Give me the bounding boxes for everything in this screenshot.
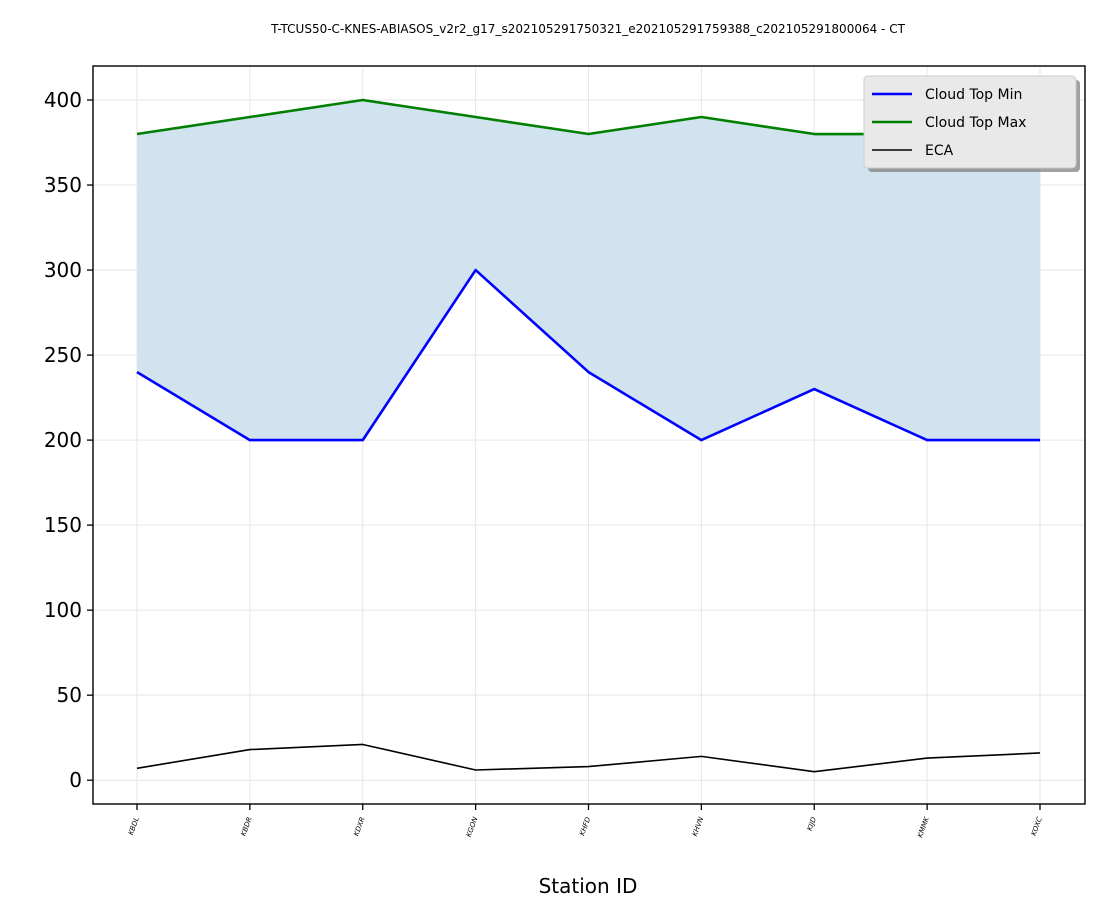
- x-tick-label: KMMK: [916, 815, 931, 839]
- y-tick-label: 350: [44, 173, 82, 197]
- y-tick-label: 150: [44, 513, 82, 537]
- x-axis-label: Station ID: [539, 874, 638, 898]
- chart-title: T-TCUS50-C-KNES-ABIASOS_v2r2_g17_s202105…: [270, 22, 905, 36]
- plot-area: 0 50 100 150 200 250 300 350 400 KBDL KBDR KDXR KGON…: [44, 66, 1085, 839]
- y-tick-label: 200: [44, 428, 82, 452]
- y-tick-label: 300: [44, 258, 82, 282]
- x-tick-label: KOXC: [1030, 816, 1044, 837]
- legend-label-cloud-top-min: Cloud Top Min: [925, 87, 1022, 103]
- x-tick-label: KGON: [465, 815, 480, 838]
- x-tick-label: KDXR: [352, 816, 366, 837]
- x-tick-label: KHFD: [578, 815, 592, 836]
- y-tick-label: 250: [44, 343, 82, 367]
- legend-label-eca: ECA: [925, 143, 954, 159]
- x-tick-label: KHVN: [691, 815, 706, 837]
- y-tick-label: 0: [69, 768, 82, 792]
- y-tick-label: 50: [57, 683, 82, 707]
- y-tick-label: 400: [44, 88, 82, 112]
- x-tick-label: KIJD: [806, 815, 819, 832]
- x-tick-label: KBDL: [127, 816, 141, 836]
- y-tick-label: 100: [44, 598, 82, 622]
- legend-label-cloud-top-max: Cloud Top Max: [925, 115, 1026, 131]
- x-tick-label: KBDR: [240, 816, 254, 837]
